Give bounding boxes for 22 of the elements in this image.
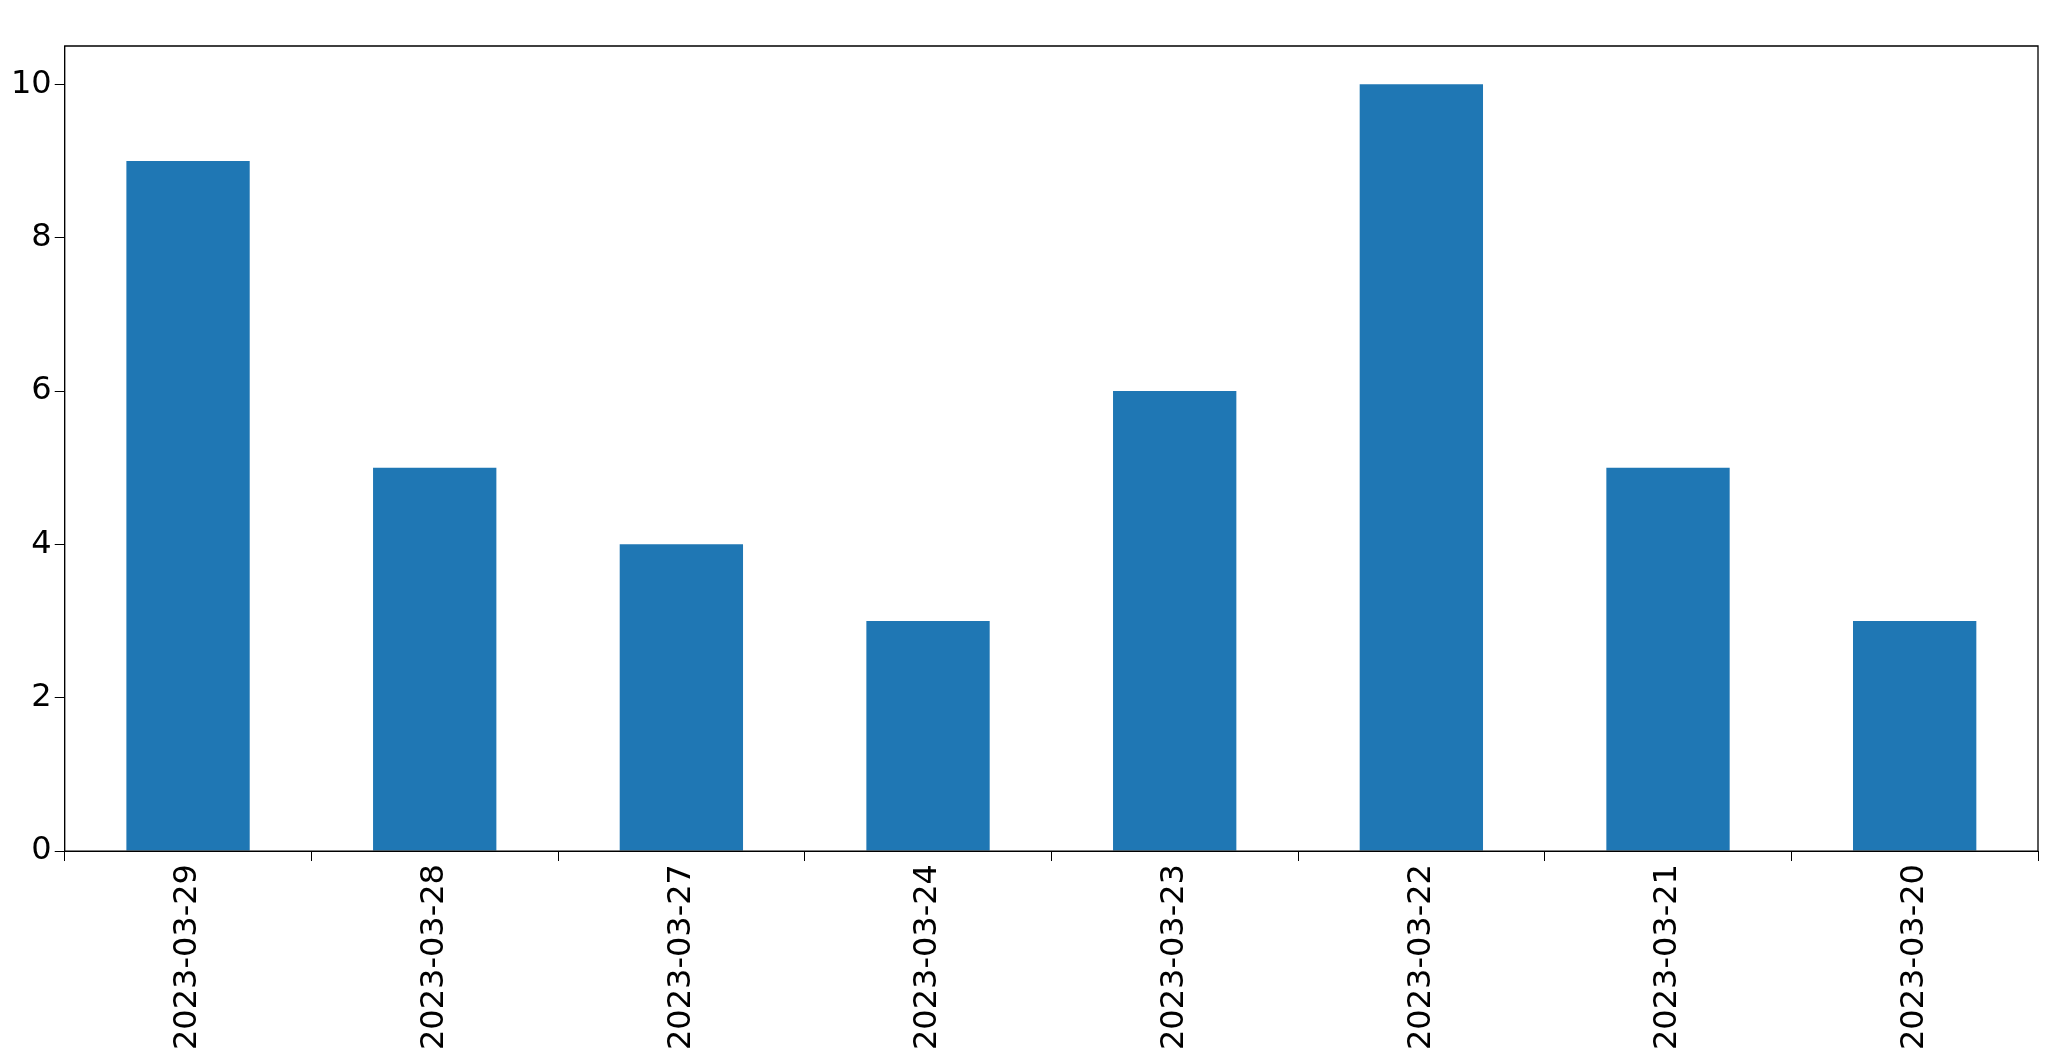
y-tick-label: 6 xyxy=(31,369,52,408)
x-tick-label: 2023-03-29 xyxy=(166,864,205,1050)
bar xyxy=(1853,621,1977,851)
x-tick-label: 2023-03-24 xyxy=(906,864,945,1050)
y-tick-label: 4 xyxy=(31,522,52,561)
bar xyxy=(1606,467,1730,851)
bar xyxy=(373,467,497,851)
bar xyxy=(619,544,744,851)
y-tick-label: 10 xyxy=(11,62,52,101)
bar xyxy=(1359,84,1484,851)
bar xyxy=(126,161,250,851)
x-tick-label: 2023-03-20 xyxy=(1892,864,1931,1050)
x-tick-label: 2023-03-21 xyxy=(1646,864,1685,1050)
x-tick-label: 2023-03-28 xyxy=(413,864,452,1050)
bar xyxy=(1113,391,1237,851)
y-tick-label: 2 xyxy=(31,676,52,714)
y-tick-label: 0 xyxy=(31,829,52,868)
bar xyxy=(866,621,990,851)
x-tick-label: 2023-03-27 xyxy=(659,864,698,1050)
y-tick-label: 8 xyxy=(31,215,52,254)
x-tick-label: 2023-03-23 xyxy=(1153,864,1191,1050)
x-tick-label: 2023-03-22 xyxy=(1399,864,1438,1050)
